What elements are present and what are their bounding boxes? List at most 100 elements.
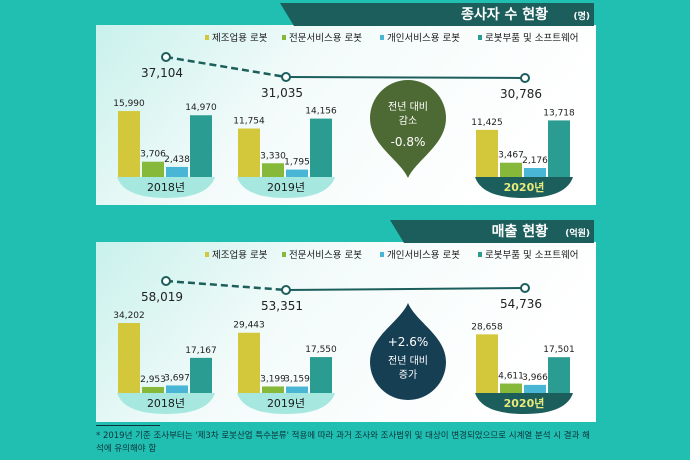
bar: [310, 357, 332, 393]
chart-title: 매출 현황: [492, 223, 549, 240]
legend-swatch: [478, 252, 482, 257]
chart-unit: (억원): [565, 227, 590, 239]
bar: [118, 323, 140, 393]
bar: [500, 383, 522, 393]
callout-line1: 전년 대비: [388, 355, 428, 367]
footnote-divider: [96, 425, 160, 426]
bar-value-label: 15,990: [113, 99, 145, 109]
bar: [286, 169, 308, 177]
total-line-dashed: [165, 279, 287, 292]
chart-panel-1: 종사자 수 현황 (명) 제조업용 로봇 전문서비스용 로봇 개인서비스용 로봇 로봇부품…: [96, 3, 596, 205]
year-base: [117, 393, 215, 414]
year-label: 2018년: [147, 397, 185, 410]
bar-value-label: 3,966: [522, 373, 548, 383]
callout-value: +2.6%: [388, 335, 429, 349]
bar-value-label: 3,706: [140, 150, 166, 160]
bar-value-label: 11,425: [471, 118, 503, 128]
total-point: [520, 283, 530, 293]
total-label: 30,786: [500, 87, 542, 101]
bar-value-label: 17,550: [305, 345, 337, 355]
legend-swatch: [205, 252, 209, 257]
bar: [524, 384, 546, 393]
chart-title: 종사자 수 현황: [461, 6, 548, 23]
total-line-dashed: [165, 55, 287, 79]
bar: [142, 161, 164, 177]
bar-value-label: 17,501: [543, 345, 575, 355]
bar: [548, 120, 570, 177]
year-base: [475, 393, 573, 414]
bar: [238, 332, 260, 393]
legend-swatch: [478, 35, 482, 40]
bar-value-label: 2,176: [522, 156, 548, 166]
bar: [166, 166, 188, 177]
total-label: 53,351: [261, 299, 303, 313]
bar-value-label: 11,754: [233, 117, 265, 127]
year-label: 2020년: [504, 396, 545, 410]
legend-swatch: [380, 252, 384, 257]
bar-value-label: 34,202: [113, 311, 145, 321]
total-label: 58,019: [141, 290, 183, 304]
bar-value-label: 3,697: [164, 373, 190, 383]
callout-line2: 감소: [399, 115, 417, 127]
callout-line2: 증가: [399, 369, 417, 381]
bar: [548, 357, 570, 393]
bar: [238, 128, 260, 177]
bar: [476, 334, 498, 393]
total-point: [161, 276, 171, 286]
callout-drop: [370, 303, 446, 400]
chart-unit: (명): [573, 10, 590, 22]
total-point: [520, 73, 530, 83]
bar-value-label: 14,156: [305, 107, 337, 117]
year-base: [237, 393, 335, 414]
total-point: [281, 72, 291, 82]
year-base: [237, 177, 335, 198]
bar: [262, 163, 284, 177]
year-label: 2018년: [147, 181, 185, 194]
chart-panel-2: 매출 현황 (억원) 제조업용 로봇 전문서비스용 로봇 개인서비스용 로봇 로봇부품 및…: [96, 220, 596, 422]
year-base: [117, 177, 215, 198]
legend-label: 로봇부품 및 소프트웨어: [485, 249, 578, 261]
total-label: 37,104: [141, 66, 183, 80]
legend-label: 개인서비스용 로봇: [387, 33, 460, 44]
callout-value: -0.8%: [391, 135, 426, 149]
bar-value-label: 2,438: [164, 155, 190, 165]
total-line: [285, 287, 526, 291]
legend-swatch: [380, 35, 384, 40]
bar: [310, 118, 332, 177]
legend-label: 개인서비스용 로봇: [387, 250, 460, 261]
callout-line1: 전년 대비: [388, 101, 428, 113]
bar-value-label: 28,658: [471, 322, 503, 332]
footnote: * 2019년 기준 조사부터는 '제3차 로봇산업 특수분류' 적용에 따라 …: [96, 431, 590, 454]
bar: [118, 111, 140, 177]
bar: [166, 385, 188, 393]
bar: [476, 129, 498, 177]
bar: [262, 386, 284, 393]
total-label: 54,736: [500, 297, 542, 311]
legend-swatch: [282, 252, 286, 257]
bar-value-label: 2,953: [140, 375, 166, 385]
year-label: 2019년: [267, 181, 305, 194]
bar-value-label: 29,443: [233, 321, 265, 331]
bar-value-label: 3,467: [498, 151, 524, 161]
legend-label: 전문서비스용 로봇: [289, 33, 362, 44]
bar-value-label: 17,167: [185, 346, 217, 356]
bar: [500, 162, 522, 177]
bar-value-label: 14,970: [185, 103, 217, 113]
callout-drop: [370, 80, 446, 178]
total-point: [161, 52, 171, 62]
year-base: [475, 177, 573, 198]
legend-swatch: [205, 35, 209, 40]
total-line: [285, 76, 526, 79]
year-label: 2019년: [267, 397, 305, 410]
legend-label: 제조업용 로봇: [212, 249, 268, 261]
bar-value-label: 1,795: [284, 158, 310, 168]
legend-label: 로봇부품 및 소프트웨어: [485, 32, 578, 44]
legend-label: 전문서비스용 로봇: [289, 250, 362, 261]
bar-value-label: 3,330: [260, 151, 286, 161]
bar-value-label: 3,199: [260, 374, 286, 384]
bar: [190, 115, 212, 177]
bar: [142, 386, 164, 393]
bar-value-label: 13,718: [543, 108, 575, 118]
bar-value-label: 3,159: [284, 375, 310, 385]
